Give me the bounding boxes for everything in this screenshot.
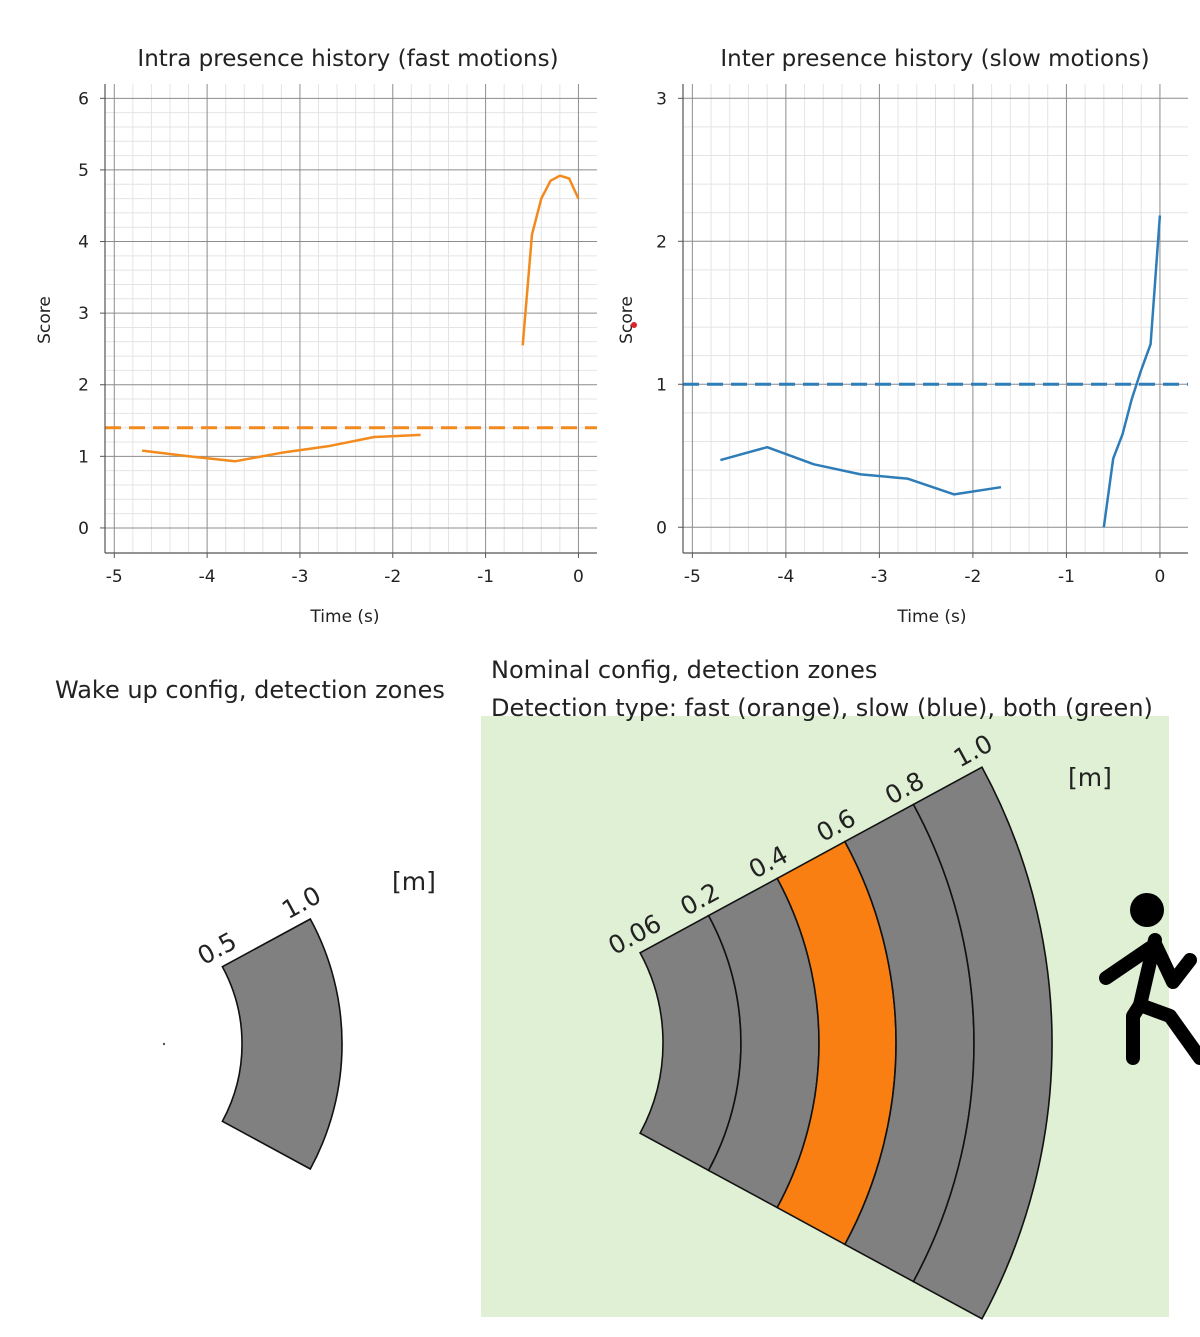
grid (683, 84, 1188, 553)
unit-label: [m] (392, 867, 436, 896)
x-tick-label: -2 (384, 567, 401, 587)
x-tick-label: -5 (684, 567, 701, 587)
y-tick-label: 5 (78, 161, 89, 181)
nominal-zones-panel: Nominal config, detection zones Detectio… (481, 656, 1200, 1320)
walking-person-icon (1099, 893, 1200, 1065)
x-tick-label: 0 (573, 567, 584, 587)
axes (678, 84, 1188, 558)
y-axis-label: Score (617, 296, 637, 344)
y-tick-label: 3 (656, 89, 667, 109)
grid (105, 84, 597, 553)
chart-title: Intra presence history (fast motions) (137, 46, 558, 72)
x-tick-label: -3 (871, 567, 888, 587)
series-line (720, 445, 1002, 496)
x-axis-label: Time (s) (896, 607, 966, 627)
zone-sectors (221, 917, 343, 1171)
x-tick-label: -5 (106, 567, 123, 587)
y-tick-label: 0 (78, 519, 89, 539)
y-tick-label: 4 (78, 233, 89, 253)
y-tick-label: 1 (656, 375, 667, 395)
tick-labels: -5 -4 -3 -2 -1 0 0 1 2 3 4 5 6 (78, 89, 584, 587)
y-tick-label: 0 (656, 518, 667, 538)
x-tick-label: -4 (199, 567, 216, 587)
zone-sectors (639, 766, 1053, 1320)
y-axis-label: Score (35, 296, 55, 344)
wake-up-title: Wake up config, detection zones (55, 676, 445, 704)
x-axis-label: Time (s) (309, 607, 379, 627)
y-tick-label: 1 (78, 447, 89, 467)
zone-sector (912, 766, 1053, 1320)
nominal-title-line1: Nominal config, detection zones (491, 656, 877, 684)
series-lines (720, 215, 1162, 528)
zone-sector (221, 917, 343, 1171)
x-tick-label: 0 (1155, 567, 1166, 587)
y-tick-label: 2 (656, 232, 667, 252)
zone-distance-label: 1.0 (277, 880, 326, 924)
marker-dot (631, 322, 637, 328)
series-line (521, 174, 580, 346)
x-tick-label: -2 (964, 567, 981, 587)
x-tick-label: -1 (1058, 567, 1075, 587)
wake-up-zones-panel: Wake up config, detection zones [m] 0.51… (55, 676, 445, 1171)
x-tick-label: -4 (777, 567, 794, 587)
unit-label: [m] (1068, 763, 1112, 792)
y-tick-label: 2 (78, 376, 89, 396)
y-tick-label: 6 (78, 89, 89, 109)
inter-presence-chart: Inter presence history (slow motions) -5… (617, 46, 1188, 627)
origin-dot (162, 1042, 166, 1046)
series-lines (141, 174, 580, 463)
intra-presence-chart: Intra presence history (fast motions) -5… (35, 46, 597, 627)
axes (100, 84, 597, 558)
nominal-title-line2: Detection type: fast (orange), slow (blu… (491, 694, 1153, 722)
y-tick-label: 3 (78, 304, 89, 324)
series-line (1102, 215, 1162, 528)
series-line (141, 433, 421, 463)
x-tick-label: -1 (477, 567, 494, 587)
x-tick-label: -3 (291, 567, 308, 587)
tick-labels: -5 -4 -3 -2 -1 0 0 1 2 3 (656, 89, 1165, 587)
chart-title: Inter presence history (slow motions) (720, 46, 1149, 72)
